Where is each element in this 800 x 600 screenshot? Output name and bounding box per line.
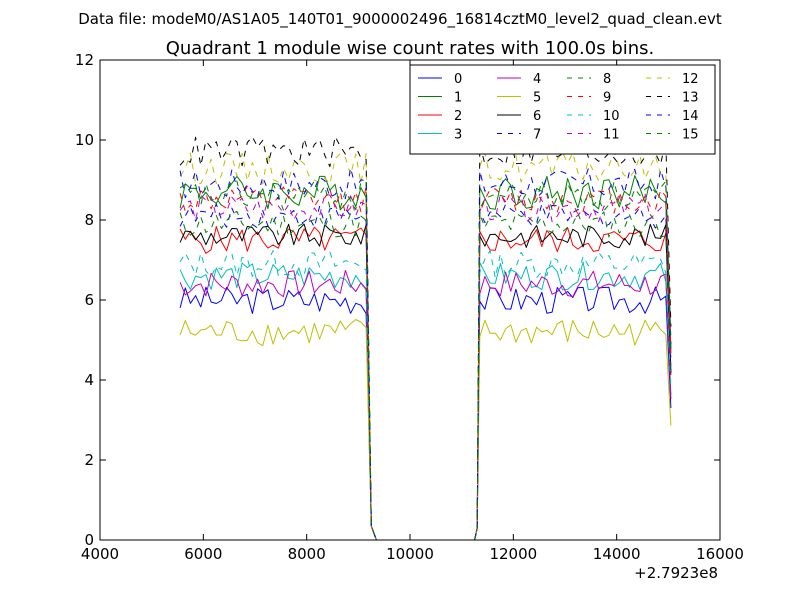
legend-label-15: 15 bbox=[682, 128, 699, 143]
chart-title: Quadrant 1 module wise count rates with … bbox=[166, 38, 655, 59]
series-line-5 bbox=[179, 319, 672, 540]
y-tick-label: 6 bbox=[84, 291, 94, 309]
legend-label-10: 10 bbox=[603, 109, 620, 124]
x-offset-label: +2.7923e8 bbox=[634, 564, 718, 582]
series-line-9 bbox=[179, 185, 672, 540]
series-layer bbox=[179, 136, 672, 540]
series-line-8 bbox=[179, 210, 672, 540]
series-line-12 bbox=[179, 151, 672, 540]
legend-label-9: 9 bbox=[603, 91, 611, 106]
legend-label-2: 2 bbox=[454, 109, 462, 124]
series-line-15 bbox=[179, 180, 672, 540]
series-line-7 bbox=[179, 203, 672, 540]
y-tick-label: 2 bbox=[84, 451, 94, 469]
legend-label-14: 14 bbox=[682, 109, 699, 124]
suptitle: Data file: modeM0/AS1A05_140T01_90000024… bbox=[78, 10, 722, 29]
legend-label-5: 5 bbox=[533, 91, 541, 106]
x-tick-label: 16000 bbox=[696, 545, 744, 563]
x-tick-label: 12000 bbox=[489, 545, 537, 563]
legend-label-0: 0 bbox=[454, 72, 462, 87]
x-tick-label: 10000 bbox=[386, 545, 434, 563]
legend-label-11: 11 bbox=[603, 128, 620, 143]
series-line-11 bbox=[179, 193, 672, 540]
legend-label-12: 12 bbox=[682, 72, 699, 87]
legend-frame bbox=[409, 64, 716, 155]
y-tick-label: 10 bbox=[75, 131, 94, 149]
legend-label-3: 3 bbox=[454, 128, 462, 143]
legend-label-4: 4 bbox=[533, 72, 541, 87]
axis-ticks: 4000 6000 8000 10000 12000 14000 1600002468101… bbox=[75, 51, 744, 563]
series-line-1 bbox=[179, 175, 672, 540]
series-line-3 bbox=[179, 261, 672, 540]
legend-label-1: 1 bbox=[454, 91, 462, 106]
y-tick-label: 4 bbox=[84, 371, 94, 389]
x-tick-label: 8000 bbox=[288, 545, 326, 563]
legend-label-7: 7 bbox=[533, 128, 541, 143]
series-line-4 bbox=[179, 269, 672, 540]
series-line-6 bbox=[179, 223, 672, 540]
legend-label-8: 8 bbox=[603, 72, 611, 87]
series-line-13 bbox=[179, 136, 672, 540]
legend-label-6: 6 bbox=[533, 109, 541, 124]
y-tick-label: 12 bbox=[75, 51, 94, 69]
x-tick-label: 4000 bbox=[81, 545, 119, 563]
series-line-0 bbox=[179, 286, 672, 540]
legend-label-13: 13 bbox=[682, 91, 699, 106]
y-tick-label: 8 bbox=[84, 211, 94, 229]
y-tick-label: 0 bbox=[84, 531, 94, 549]
x-tick-label: 6000 bbox=[184, 545, 222, 563]
x-tick-label: 14000 bbox=[593, 545, 641, 563]
series-line-2 bbox=[179, 226, 672, 540]
series-line-14 bbox=[179, 167, 672, 540]
